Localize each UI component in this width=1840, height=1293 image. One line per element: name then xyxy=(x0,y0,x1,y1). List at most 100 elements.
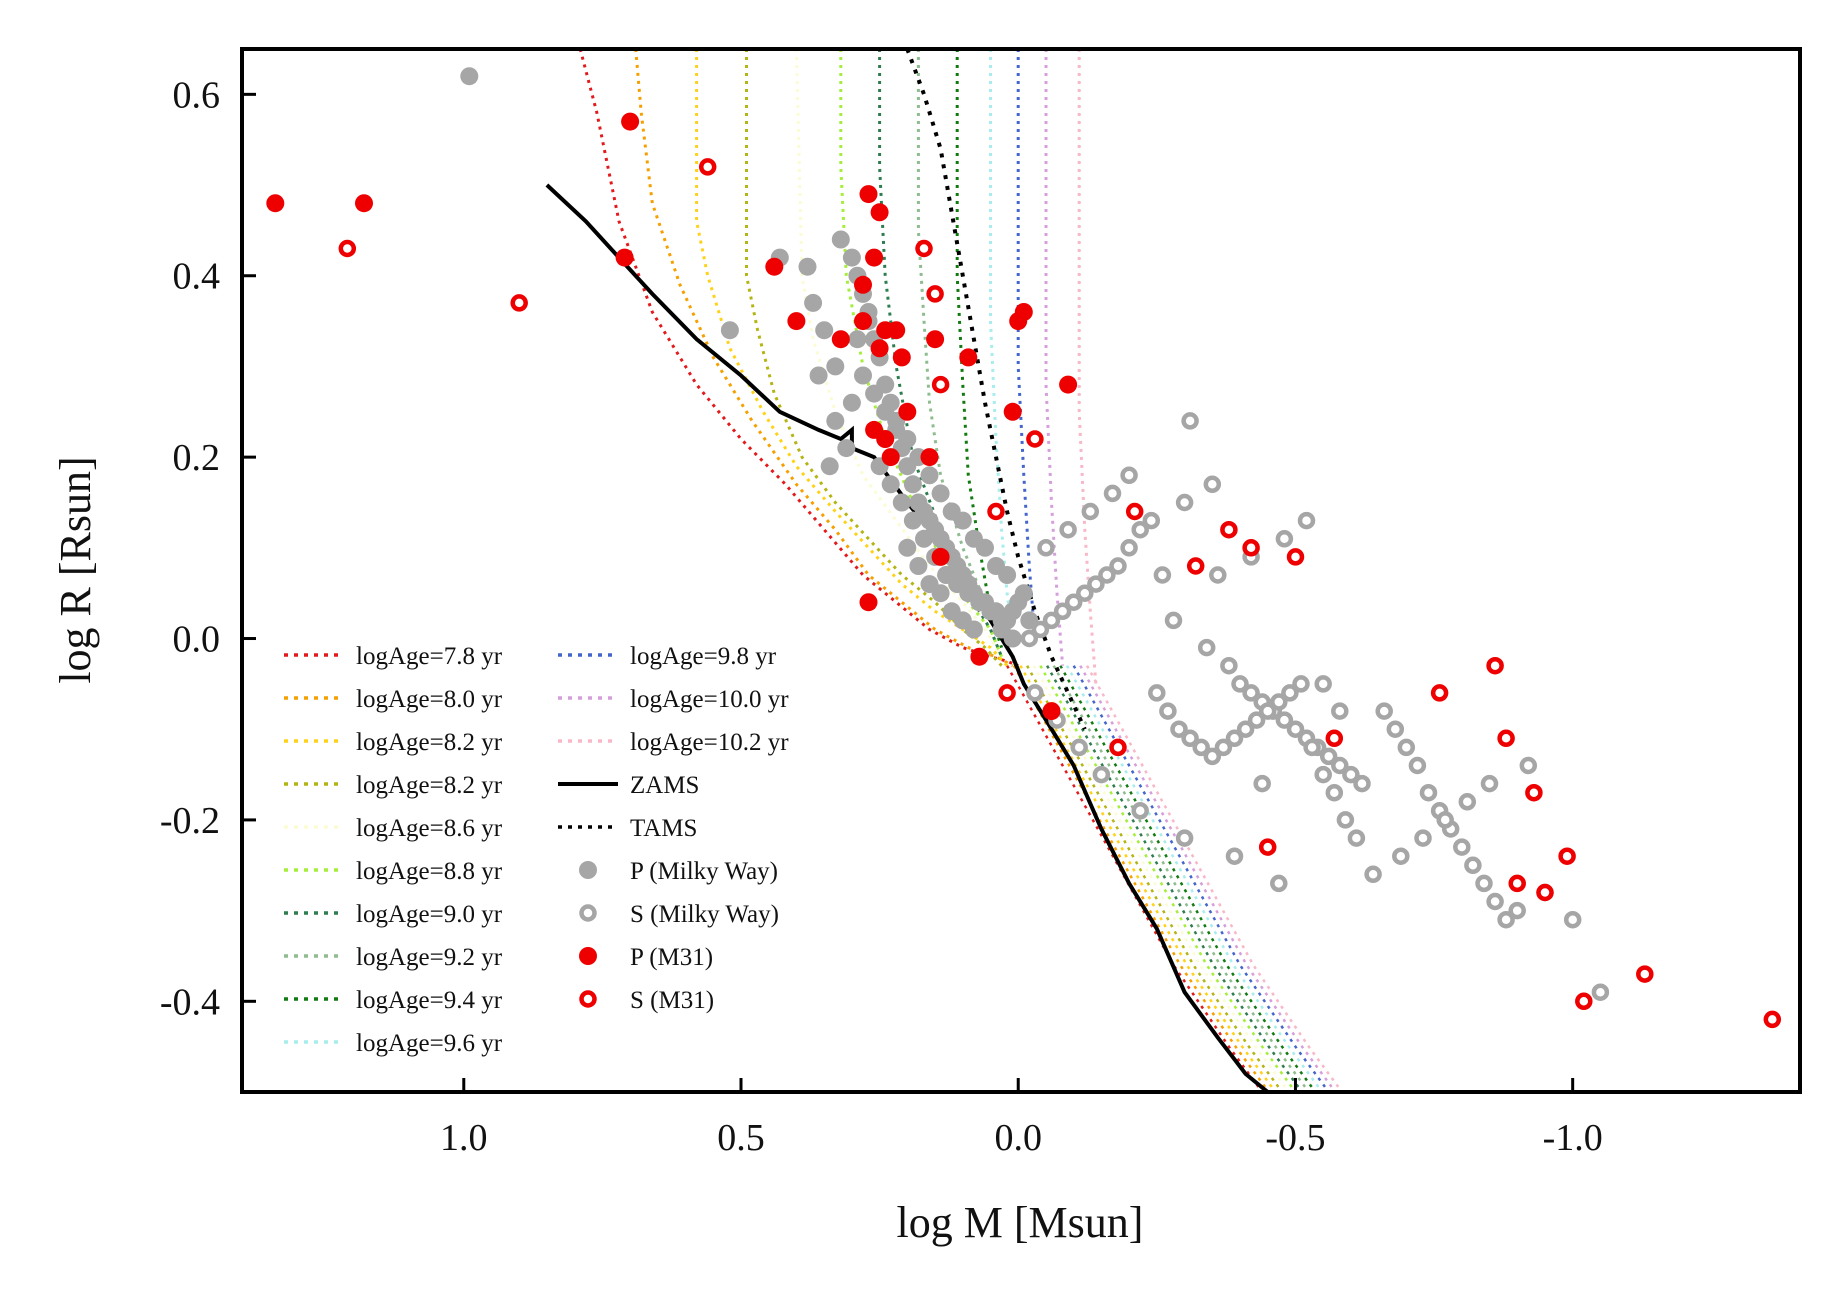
point-1-33 xyxy=(1170,720,1188,738)
point-3-10 xyxy=(1109,738,1127,757)
point-3-12 xyxy=(1220,520,1238,539)
point-2-25 xyxy=(1003,402,1022,421)
legend-entry-b6: S (Milky Way) xyxy=(579,901,779,928)
point-1-12 xyxy=(1042,611,1061,630)
isochrone-tail-3 xyxy=(1026,665,1284,1092)
point-1-44 xyxy=(1292,675,1310,693)
isochrone-line-9 xyxy=(989,49,1015,639)
legend-entry-a2: logAge=8.2 yr xyxy=(284,729,503,756)
point-0-65 xyxy=(981,602,1000,621)
point-1-70 xyxy=(1458,793,1477,811)
point-0-78 xyxy=(931,584,950,603)
point-1-75 xyxy=(1081,502,1100,521)
point-3-14 xyxy=(1286,548,1305,566)
point-1-82 xyxy=(1253,774,1271,793)
point-1-30 xyxy=(1353,774,1371,793)
legend-entry-a3: logAge=8.2 yr xyxy=(284,772,503,799)
x-tick-label-2: 0.0 xyxy=(994,1117,1042,1159)
legend-entry-b7: P (M31) xyxy=(579,944,713,971)
point-3-4 xyxy=(926,285,944,303)
x-tick-label-0: 1.0 xyxy=(440,1117,488,1159)
point-0-41 xyxy=(854,366,872,385)
isochrone-tail-1 xyxy=(1012,665,1270,1092)
legend-swatch-b5 xyxy=(579,861,597,879)
isochrone-tail-0 xyxy=(1006,665,1264,1092)
isochrone-line-10 xyxy=(1016,49,1037,639)
point-2-27 xyxy=(970,647,989,666)
legend-label-b3: ZAMS xyxy=(630,772,699,799)
point-2-11 xyxy=(870,203,889,222)
scatter-points xyxy=(266,67,1782,1029)
point-1-64 xyxy=(1563,910,1582,929)
point-3-24 xyxy=(1575,992,1593,1011)
y-tick-label-2: 0.2 xyxy=(173,437,221,479)
point-1-48 xyxy=(1336,811,1355,829)
point-0-58 xyxy=(903,511,922,530)
legend-entry-a1: logAge=8.0 yr xyxy=(284,686,503,713)
point-1-47 xyxy=(1325,783,1344,802)
point-1-7 xyxy=(1098,566,1116,584)
legend-entry-a9: logAge=9.6 yr xyxy=(284,1030,503,1057)
legend-entry-a8: logAge=9.4 yr xyxy=(284,987,503,1014)
point-3-5 xyxy=(931,375,950,394)
point-3-25 xyxy=(1636,965,1654,983)
point-1-88 xyxy=(1131,802,1149,820)
isochrone-tail-2 xyxy=(1019,665,1277,1092)
legend-label-b8: S (M31) xyxy=(630,987,714,1014)
legend-entry-a0: logAge=7.8 yr xyxy=(284,643,503,670)
x-tick-label-1: 0.5 xyxy=(717,1117,765,1159)
legend-label-a6: logAge=9.0 yr xyxy=(356,901,503,928)
point-3-0 xyxy=(338,239,357,258)
point-1-42 xyxy=(1270,693,1288,711)
legend-entry-a4: logAge=8.6 yr xyxy=(284,815,503,842)
point-1-2 xyxy=(1175,493,1194,512)
y-tick-label-4: -0.2 xyxy=(160,800,220,842)
point-1-61 xyxy=(1497,910,1515,929)
isochrone-line-8 xyxy=(955,49,1004,649)
point-3-2 xyxy=(698,158,717,176)
point-1-73 xyxy=(1120,466,1138,485)
legend-label-a3: logAge=8.2 yr xyxy=(356,772,503,799)
point-0-4 xyxy=(804,293,823,312)
isochrone-tail-9 xyxy=(1065,665,1324,1092)
point-1-37 xyxy=(1214,738,1233,757)
legend-label-b7: P (M31) xyxy=(630,944,713,971)
point-1-18 xyxy=(1220,656,1238,675)
legend-label-a7: logAge=9.2 yr xyxy=(356,944,503,971)
point-0-47 xyxy=(920,466,939,485)
point-1-20 xyxy=(1242,684,1260,702)
y-tick-label-0: 0.6 xyxy=(173,74,221,116)
point-1-31 xyxy=(1148,684,1166,702)
point-1-59 xyxy=(1475,874,1493,893)
point-2-29 xyxy=(1059,375,1078,394)
legend-entry-b0: logAge=9.8 yr xyxy=(558,643,777,670)
y-axis-title: log R [Rsun] xyxy=(51,456,100,683)
point-0-56 xyxy=(881,475,900,494)
point-3-8 xyxy=(1026,430,1044,448)
y-tick-label-1: 0.4 xyxy=(173,256,221,298)
point-2-2 xyxy=(621,112,640,131)
point-2-15 xyxy=(887,321,906,340)
point-2-5 xyxy=(787,312,806,331)
legend-entry-a6: logAge=9.0 yr xyxy=(284,901,503,928)
isochrone-tail-6 xyxy=(1046,665,1304,1092)
point-0-0 xyxy=(460,67,479,86)
point-1-90 xyxy=(1070,738,1088,757)
legend-label-b5: P (Milky Way) xyxy=(630,858,778,885)
point-1-5 xyxy=(1120,539,1138,557)
x-tick-label-3: -0.5 xyxy=(1265,1117,1325,1159)
legend-entry-a5: logAge=8.8 yr xyxy=(284,858,503,885)
point-1-38 xyxy=(1225,729,1244,748)
point-3-3 xyxy=(915,239,933,258)
point-2-28 xyxy=(1009,312,1028,331)
point-1-17 xyxy=(1197,638,1216,657)
point-0-74 xyxy=(820,457,839,476)
point-2-22 xyxy=(859,593,878,612)
legend-label-a0: logAge=7.8 yr xyxy=(356,643,503,670)
legend-swatch-b8 xyxy=(579,990,597,1008)
point-1-9 xyxy=(1076,584,1094,602)
legend-entry-b2: logAge=10.2 yr xyxy=(558,729,789,756)
point-1-1 xyxy=(1203,475,1222,494)
legend-label-a4: logAge=8.6 yr xyxy=(356,815,503,842)
legend-label-b0: logAge=9.8 yr xyxy=(630,643,777,670)
